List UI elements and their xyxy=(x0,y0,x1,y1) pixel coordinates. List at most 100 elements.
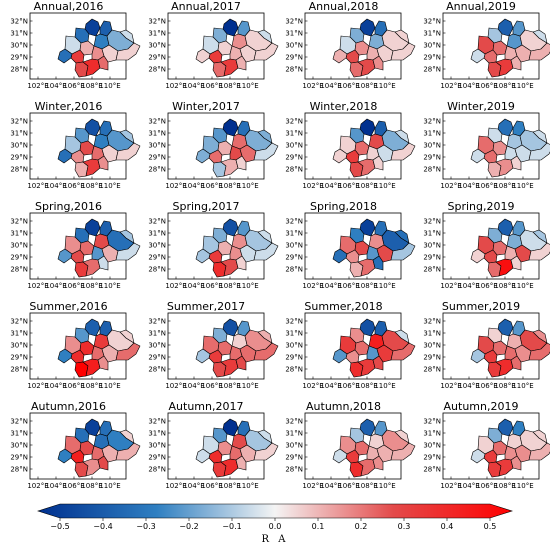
lat-tick-label: 32°N xyxy=(285,218,303,226)
lon-tick-label: 106°E xyxy=(338,82,359,90)
lat-tick-label: 29°N xyxy=(285,354,303,362)
lat-tick-label: 31°N xyxy=(423,130,441,138)
lat-tick-label: 30°N xyxy=(10,342,28,350)
map-svg: 32°N 31°N 30°N 29°N 28°N 102°E104°E106°E108°E… xyxy=(148,412,278,490)
lon-tick-label: 108°E xyxy=(494,382,515,390)
district-region xyxy=(357,358,376,377)
lon-tick-label: 104°E xyxy=(183,482,204,490)
lon-tick-label: 102°E xyxy=(165,382,186,390)
panel-title: Autumn,2019 xyxy=(443,400,519,413)
district-region xyxy=(357,158,376,177)
district-region xyxy=(531,329,547,344)
map-panel: Winter,2016 32°N 31°N 30°N 29°N 28°N 102°E 104°… xyxy=(2,100,141,200)
district-region xyxy=(82,458,101,477)
district-region xyxy=(235,255,246,271)
lat-tick-label: 29°N xyxy=(148,254,166,262)
lon-tick-label: 104°E xyxy=(458,82,479,90)
lat-tick-label: 28°N xyxy=(423,66,441,74)
lat-tick-label: 32°N xyxy=(423,218,441,226)
lat-tick-label: 32°N xyxy=(148,18,166,26)
colorbar-tick-label: 0.3 xyxy=(398,522,411,531)
district-region xyxy=(253,42,278,61)
lon-tick-label: 110°E xyxy=(374,182,395,190)
lat-tick-label: 29°N xyxy=(423,354,441,362)
district-region xyxy=(494,258,513,277)
lat-tick-label: 32°N xyxy=(148,218,166,226)
lon-tick-label: 102°E xyxy=(440,382,461,390)
lat-tick-label: 30°N xyxy=(10,442,28,450)
lon-tick-label: 104°E xyxy=(458,482,479,490)
lon-tick-label: 106°E xyxy=(201,282,222,290)
map-panel: Summer,2017 32°N 31°N 30°N 29°N 28°N 102°E 104°… xyxy=(140,300,278,400)
lon-tick-label: 102°E xyxy=(165,182,186,190)
district-region xyxy=(494,58,513,77)
panel-title: Annual,2019 xyxy=(446,0,516,13)
lon-tick-label: 104°E xyxy=(320,282,341,290)
lat-tick-label: 30°N xyxy=(423,142,441,150)
district-region xyxy=(510,155,521,171)
map-svg: 32°N 31°N 30°N 29°N 28°N 102°E104°E106°E108°E… xyxy=(285,412,416,490)
lon-tick-label: 108°E xyxy=(219,482,240,490)
lat-tick-label: 30°N xyxy=(148,242,166,250)
district-region xyxy=(256,329,272,344)
lon-tick-label: 108°E xyxy=(356,482,377,490)
panel-title: Winter,2016 xyxy=(34,100,103,113)
lat-tick-label: 30°N xyxy=(285,42,303,50)
lon-tick-label: 106°E xyxy=(63,482,84,490)
district-region xyxy=(332,348,348,364)
lon-tick-label: 106°E xyxy=(201,82,222,90)
district-region xyxy=(394,129,410,144)
lon-tick-label: 106°E xyxy=(63,182,84,190)
lat-tick-label: 30°N xyxy=(148,142,166,150)
colorbar-label: R A xyxy=(262,534,289,545)
district-region xyxy=(235,55,246,71)
lat-tick-label: 32°N xyxy=(285,118,303,126)
district-region xyxy=(97,255,109,271)
district-region xyxy=(219,358,238,377)
lat-tick-label: 32°N xyxy=(423,18,441,26)
lon-tick-label: 104°E xyxy=(458,382,479,390)
lon-tick-label: 102°E xyxy=(165,82,186,90)
lat-tick-label: 31°N xyxy=(423,30,441,38)
map-svg: 32°N 31°N 30°N 29°N 28°N 102°E104°E106°E108°E… xyxy=(148,312,278,390)
lon-tick-label: 102°E xyxy=(440,282,461,290)
district-region xyxy=(219,158,238,177)
lon-tick-label: 102°E xyxy=(440,82,461,90)
map-panel: Autumn,2017 32°N 31°N 30°N 29°N 28°N 102°E 104°… xyxy=(140,400,278,500)
lat-tick-label: 30°N xyxy=(10,42,28,50)
lat-tick-label: 31°N xyxy=(285,230,303,238)
lat-tick-label: 30°N xyxy=(285,342,303,350)
lat-tick-label: 28°N xyxy=(10,366,28,374)
lon-tick-label: 106°E xyxy=(476,82,497,90)
district-region xyxy=(195,348,210,364)
lat-tick-label: 32°N xyxy=(10,118,28,126)
lon-tick-label: 108°E xyxy=(219,182,240,190)
lon-tick-label: 104°E xyxy=(320,82,341,90)
district-region xyxy=(394,329,410,344)
map-panel: Spring,2018 32°N 31°N 30°N 29°N 28°N 102°E 104°… xyxy=(277,200,416,300)
lon-tick-label: 102°E xyxy=(27,282,48,290)
map-svg: 32°N 31°N 30°N 29°N 28°N 102°E104°E106°E108°E… xyxy=(285,212,416,290)
lat-tick-label: 30°N xyxy=(423,242,441,250)
district-region xyxy=(195,448,210,464)
lat-tick-label: 31°N xyxy=(423,430,441,438)
lat-tick-label: 29°N xyxy=(285,254,303,262)
district-region xyxy=(510,455,521,471)
lat-tick-label: 28°N xyxy=(285,466,303,474)
lon-tick-label: 108°E xyxy=(494,282,515,290)
colorbar-tick-label: 0.5 xyxy=(484,522,497,531)
map-panel: Autumn,2016 32°N 31°N 30°N 29°N 28°N 102°E 104°… xyxy=(2,400,141,500)
district-region xyxy=(494,458,513,477)
district-region xyxy=(510,55,521,71)
lon-tick-label: 108°E xyxy=(494,82,515,90)
district-region xyxy=(357,58,376,77)
lat-tick-label: 29°N xyxy=(285,154,303,162)
district-region xyxy=(372,355,384,371)
lon-tick-label: 110°E xyxy=(374,82,395,90)
lon-tick-label: 110°E xyxy=(512,82,533,90)
colorbar-tick-label: −0.4 xyxy=(93,522,112,531)
lat-tick-label: 30°N xyxy=(10,142,28,150)
district-region xyxy=(195,248,210,264)
lon-tick-label: 104°E xyxy=(183,382,204,390)
map-svg: 32°N 31°N 30°N 29°N 28°N 102°E104°E106°E108°E… xyxy=(10,12,141,90)
